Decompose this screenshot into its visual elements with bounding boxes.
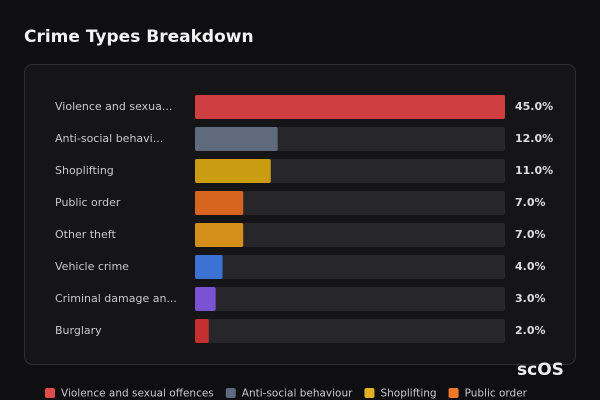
category-label: Public order (55, 196, 121, 209)
bar (195, 95, 505, 119)
bar-track (195, 223, 505, 247)
value-label: 4.0% (515, 260, 546, 273)
legend-swatch (364, 388, 375, 398)
bar (195, 319, 209, 343)
category-label: Other theft (55, 228, 116, 241)
bar (195, 191, 244, 215)
bar (195, 223, 244, 247)
category-label: Anti-social behavi... (55, 132, 163, 145)
bar (195, 127, 278, 151)
value-label: 2.0% (515, 324, 546, 337)
watermark: scOS (517, 360, 564, 380)
legend-label: Public order (465, 388, 528, 400)
bar-track (195, 255, 505, 279)
value-label: 11.0% (515, 164, 553, 177)
legend-label: Anti-social behaviour (242, 388, 353, 400)
value-label: 7.0% (515, 196, 546, 209)
category-label: Shoplifting (55, 164, 114, 177)
legend-swatch (225, 388, 236, 398)
chart-title: Crime Types Breakdown (24, 27, 254, 47)
category-label: Burglary (55, 324, 102, 337)
bar-track (195, 191, 505, 215)
value-label: 7.0% (515, 228, 546, 241)
bar (195, 287, 216, 311)
legend-label: Violence and sexual offences (61, 388, 214, 400)
value-label: 45.0% (515, 100, 553, 113)
category-label: Vehicle crime (55, 260, 129, 273)
legend-label: Shoplifting (380, 388, 436, 400)
value-label: 3.0% (515, 292, 546, 305)
bar-track (195, 159, 505, 183)
bar (195, 159, 271, 183)
bar (195, 255, 223, 279)
legend-swatch (448, 388, 459, 398)
value-label: 12.0% (515, 132, 553, 145)
bar-track (195, 287, 505, 311)
legend-swatch (45, 388, 55, 398)
category-label: Violence and sexua... (55, 100, 172, 113)
category-label: Criminal damage an... (55, 292, 177, 305)
bar-track (195, 319, 505, 343)
